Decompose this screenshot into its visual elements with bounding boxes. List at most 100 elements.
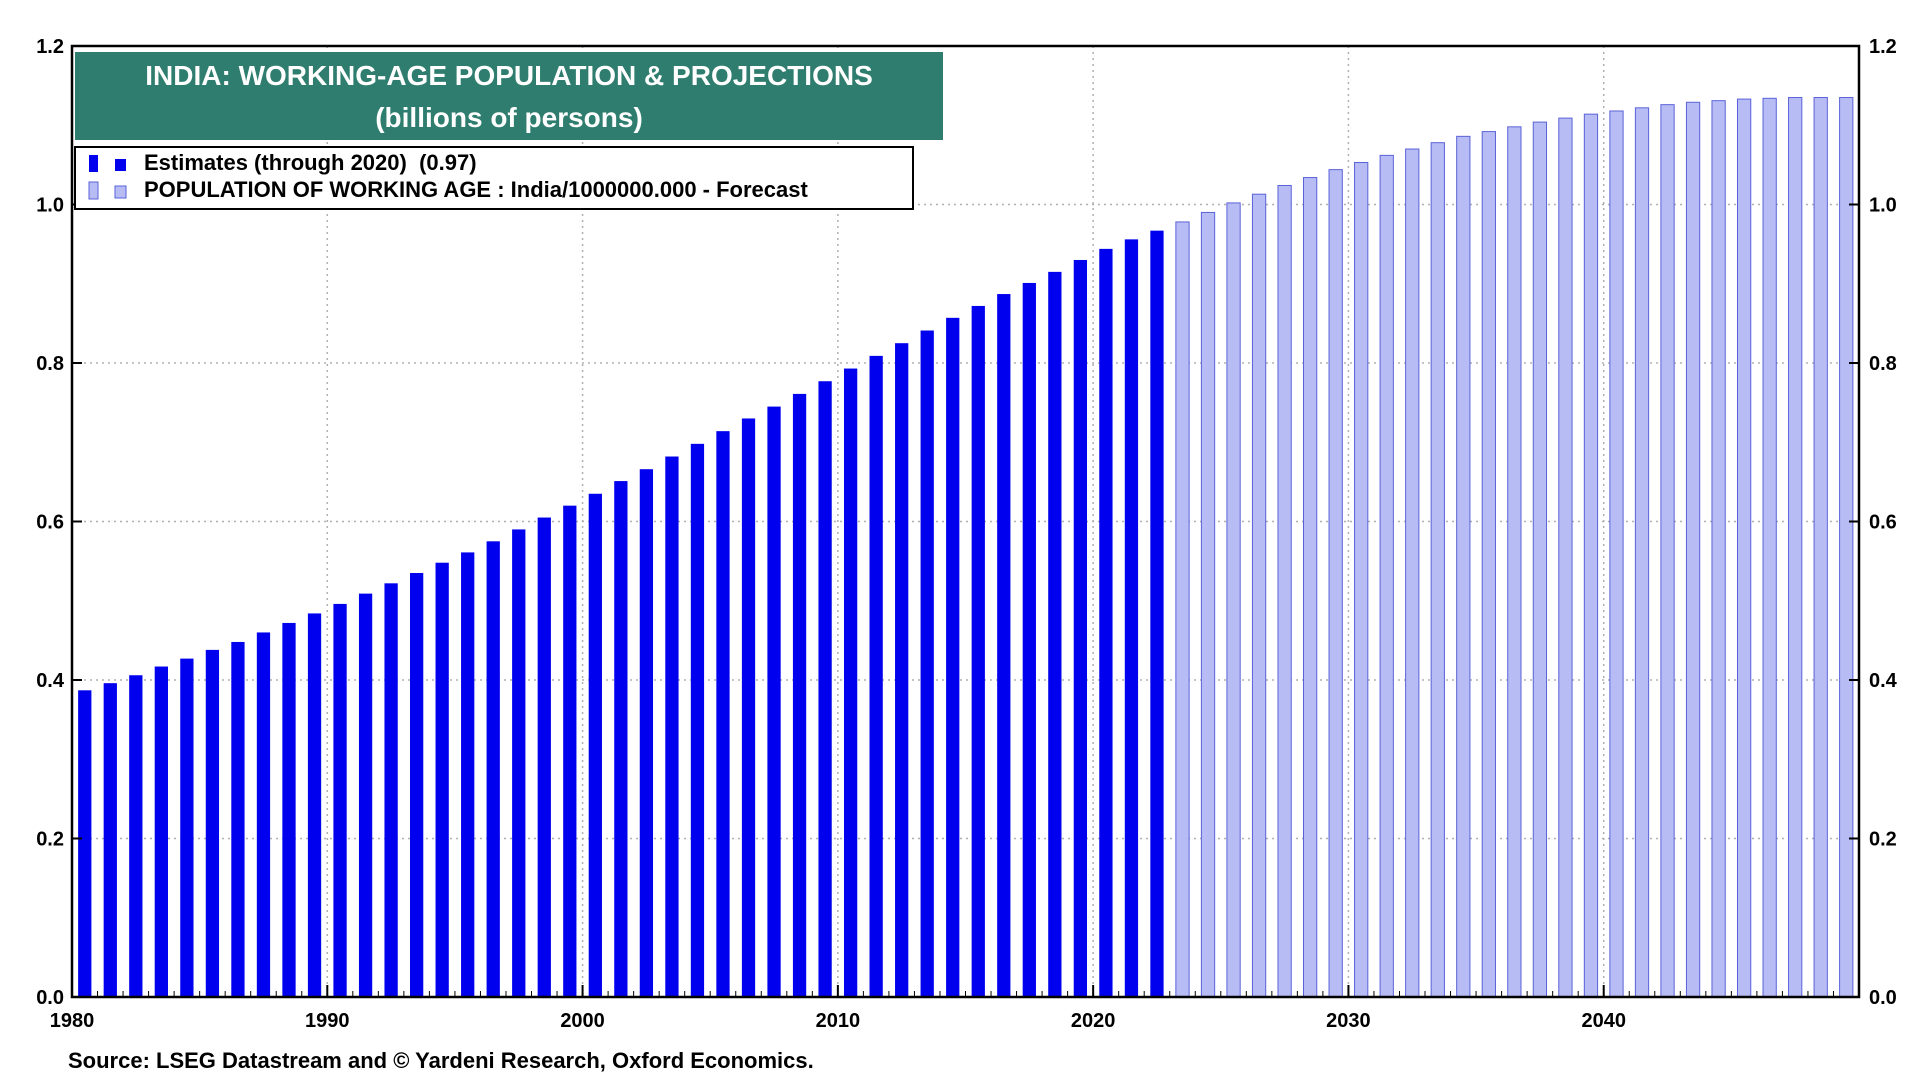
bar-estimate [409, 573, 424, 997]
bar-estimate [1150, 230, 1164, 998]
bar-estimate [486, 541, 500, 997]
bars [78, 97, 1854, 998]
bar-forecast [1839, 97, 1854, 998]
legend-swatch-forecast [88, 181, 127, 200]
bar-estimate [129, 675, 143, 997]
y-tick-label-left: 0.2 [36, 829, 64, 851]
bar-estimate [1099, 248, 1113, 997]
bar-forecast [1583, 113, 1599, 998]
bar-estimate [512, 529, 526, 997]
bar-estimate [435, 562, 449, 997]
x-tick-label: 1990 [305, 1010, 350, 1032]
bar-forecast [1532, 121, 1548, 998]
y-tick-label-left: 1.2 [36, 36, 64, 58]
bar-forecast [1379, 154, 1394, 998]
bar-estimate [741, 418, 756, 998]
x-tick-label: 2010 [816, 1010, 861, 1032]
bar-estimate [588, 493, 602, 997]
bar-forecast [1354, 161, 1369, 998]
bar-forecast [1277, 184, 1292, 998]
bar-forecast [1175, 221, 1190, 998]
bar-forecast [1609, 110, 1624, 998]
bar-estimate [869, 355, 883, 997]
x-tick-label: 2000 [560, 1010, 605, 1032]
source-note: Source: LSEG Datastream and © Yardeni Re… [68, 1048, 814, 1073]
bar-estimate [665, 456, 679, 997]
bar-forecast [1762, 97, 1777, 998]
y-tick-label-left: 0.4 [36, 670, 65, 692]
bar-estimate [537, 517, 551, 997]
y-tick-label-right: 1.2 [1869, 36, 1897, 58]
legend-label-forecast: POPULATION OF WORKING AGE : India/100000… [144, 177, 808, 202]
bar-estimate [716, 431, 730, 997]
x-tick-label: 2030 [1326, 1010, 1371, 1032]
y-tick-label-right: 0.0 [1869, 987, 1897, 1009]
bar-estimate [946, 317, 960, 997]
bar-forecast [1405, 148, 1420, 998]
bar-forecast [1430, 142, 1445, 998]
bar-estimate [895, 343, 909, 997]
legend: Estimates (through 2020) (0.97) POPULATI… [74, 146, 914, 210]
bar-estimate [154, 666, 168, 997]
bar-estimate [333, 603, 347, 997]
bar-estimate [461, 552, 475, 997]
bar-forecast [1481, 131, 1496, 998]
bar-forecast [1200, 211, 1216, 998]
bar-estimate [256, 632, 271, 997]
y-tick-label-left: 0.8 [36, 353, 64, 375]
bar-estimate [843, 368, 858, 997]
bar-forecast [1302, 177, 1318, 998]
y-tick-label-right: 0.4 [1869, 670, 1898, 692]
chart-subtitle: (billions of persons) [375, 102, 643, 133]
bar-forecast [1507, 126, 1522, 998]
x-tick-label: 2020 [1071, 1010, 1116, 1032]
bar-forecast [1251, 193, 1267, 998]
y-tick-label-right: 0.8 [1869, 353, 1897, 375]
y-tick-label-left: 0.0 [36, 987, 64, 1009]
bar-estimate [1073, 259, 1088, 998]
bar-estimate [358, 593, 373, 997]
bar-estimate [282, 622, 296, 997]
bar-estimate [792, 393, 807, 998]
bar-estimate [78, 690, 92, 997]
bar-estimate [307, 613, 322, 997]
y-tick-label-right: 1.0 [1869, 195, 1897, 217]
bar-estimate [920, 330, 934, 997]
bar-estimate [231, 641, 245, 997]
legend-swatch-estimates [89, 155, 126, 172]
bar-estimate [205, 649, 220, 997]
y-tick-label-right: 0.6 [1869, 512, 1897, 534]
bar-forecast [1711, 100, 1726, 998]
bar-estimate [997, 294, 1011, 997]
bar-forecast [1328, 169, 1343, 998]
bar-forecast [1634, 107, 1650, 998]
x-tick-label: 2040 [1581, 1010, 1626, 1032]
bar-estimate [563, 505, 577, 997]
bar-estimate [103, 683, 117, 997]
bar-estimate [971, 305, 985, 997]
bar-estimate [818, 381, 832, 997]
bar-estimate [1022, 282, 1036, 997]
bar-estimate [1124, 239, 1139, 997]
bar-forecast [1226, 202, 1241, 998]
bar-forecast [1660, 104, 1675, 998]
title-box: INDIA: WORKING-AGE POPULATION & PROJECTI… [75, 52, 943, 140]
bar-estimate [180, 658, 194, 997]
bar-forecast [1558, 117, 1573, 998]
bar-forecast [1736, 98, 1752, 998]
bar-estimate [639, 469, 654, 997]
x-tick-label: 1980 [50, 1010, 95, 1032]
y-tick-label-left: 1.0 [36, 195, 64, 217]
bar-estimate [614, 481, 628, 997]
y-tick-label-right: 0.2 [1869, 829, 1897, 851]
bar-forecast [1685, 101, 1701, 998]
chart-title: INDIA: WORKING-AGE POPULATION & PROJECTI… [145, 60, 873, 91]
axis-ticks: 0.0 0.0 0.2 0.2 0.4 0.4 0.6 0.6 0.8 0.8 1.0 1.0 1.2 1… [36, 36, 1897, 1032]
bar-forecast [1813, 97, 1828, 998]
bar-estimate [767, 406, 781, 997]
bar-estimate [1048, 271, 1062, 997]
legend-label-estimates: Estimates (through 2020) (0.97) [144, 150, 477, 175]
y-tick-label-left: 0.6 [36, 512, 64, 534]
bar-estimate [384, 583, 398, 997]
